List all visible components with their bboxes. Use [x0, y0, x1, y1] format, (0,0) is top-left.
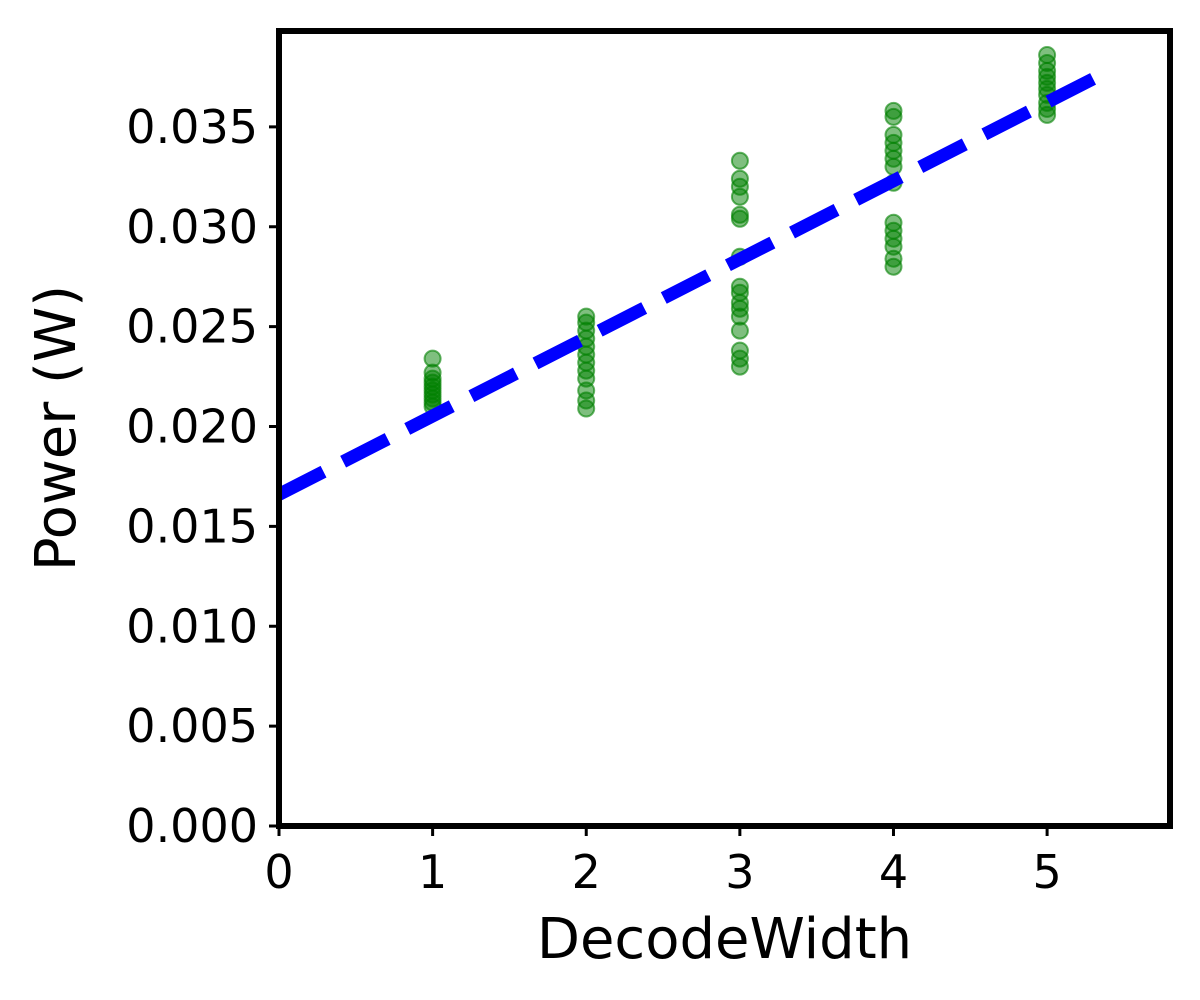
- y-tick-label: 0.035: [126, 100, 258, 154]
- data-points: [423, 46, 1057, 418]
- y-tick-label: 0.015: [126, 499, 258, 553]
- data-point: [1038, 105, 1057, 124]
- x-tick-label: 5: [1032, 845, 1061, 899]
- x-axis-ticks: 0 1 2 3 4 5: [264, 826, 1062, 899]
- plot-frame: [276, 28, 1173, 829]
- data-point: [884, 157, 903, 176]
- x-tick-label: 3: [725, 845, 754, 899]
- data-point: [730, 151, 749, 170]
- x-axis-title: DecodeWidth: [537, 907, 912, 972]
- y-axis-title: Power (W): [24, 285, 89, 571]
- y-tick-label: 0.025: [126, 300, 258, 354]
- fit-line-layer: [276, 65, 1112, 501]
- x-tick-label: 2: [572, 845, 601, 899]
- y-tick-label: 0.010: [126, 599, 258, 653]
- x-tick-label: 1: [418, 845, 447, 899]
- x-tick-label: 0: [264, 845, 293, 899]
- data-point: [730, 209, 749, 228]
- data-point: [884, 257, 903, 276]
- data-point: [730, 357, 749, 376]
- data-point: [730, 321, 749, 340]
- data-point: [577, 399, 596, 418]
- y-tick-label: 0.030: [126, 200, 258, 254]
- y-axis-ticks: 0.000 0.005 0.010 0.015 0.020 0.025 0.030 0.035: [126, 100, 279, 853]
- y-tick-label: 0.020: [126, 400, 258, 454]
- y-tick-label: 0.005: [126, 699, 258, 753]
- data-point: [730, 187, 749, 206]
- fit-line: [276, 65, 1112, 501]
- y-tick-label: 0.000: [126, 799, 258, 853]
- x-tick-label: 4: [879, 845, 908, 899]
- data-point: [884, 107, 903, 126]
